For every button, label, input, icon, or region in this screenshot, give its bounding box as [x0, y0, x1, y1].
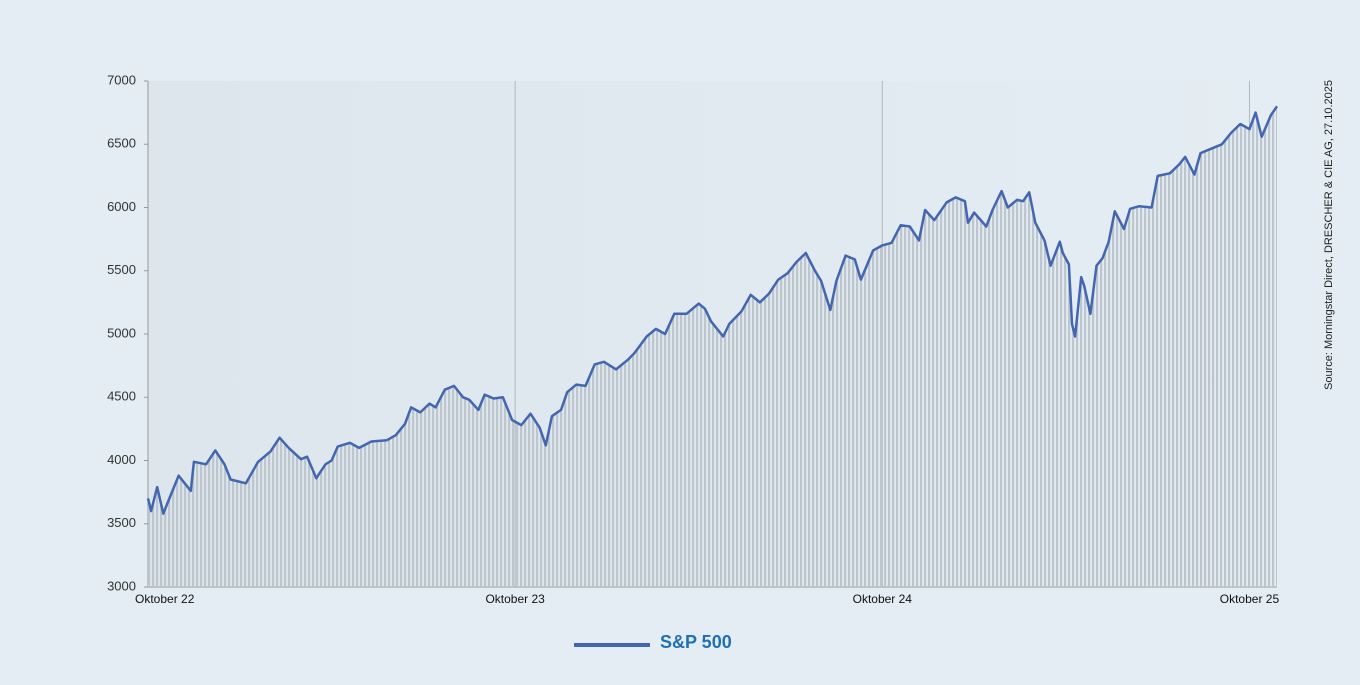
area — [148, 106, 1277, 588]
y-tick-label: 4000 — [107, 452, 136, 467]
x-tick-label: Oktober 24 — [853, 592, 913, 606]
line — [146, 105, 1279, 515]
y-tick-label: 3500 — [107, 515, 136, 530]
x-tick-label: Oktober 22 — [135, 592, 195, 606]
y-tick-label: 6000 — [107, 199, 136, 214]
y-tick-label: 4500 — [107, 389, 136, 404]
y-tick-label: 3000 — [107, 578, 136, 593]
x-tick-label: Oktober 25 — [1220, 592, 1280, 606]
y-tick-label: 6500 — [107, 136, 136, 151]
legend-label: S&P 500 — [660, 632, 732, 652]
y-tick-label: 5000 — [107, 325, 136, 340]
y-tick-label: 5500 — [107, 262, 136, 277]
source: Source: Morningstar Direct, DRESCHER & C… — [1323, 80, 1335, 390]
y-tick-label: 7000 — [107, 72, 136, 87]
x-tick-label: Oktober 23 — [485, 592, 545, 606]
